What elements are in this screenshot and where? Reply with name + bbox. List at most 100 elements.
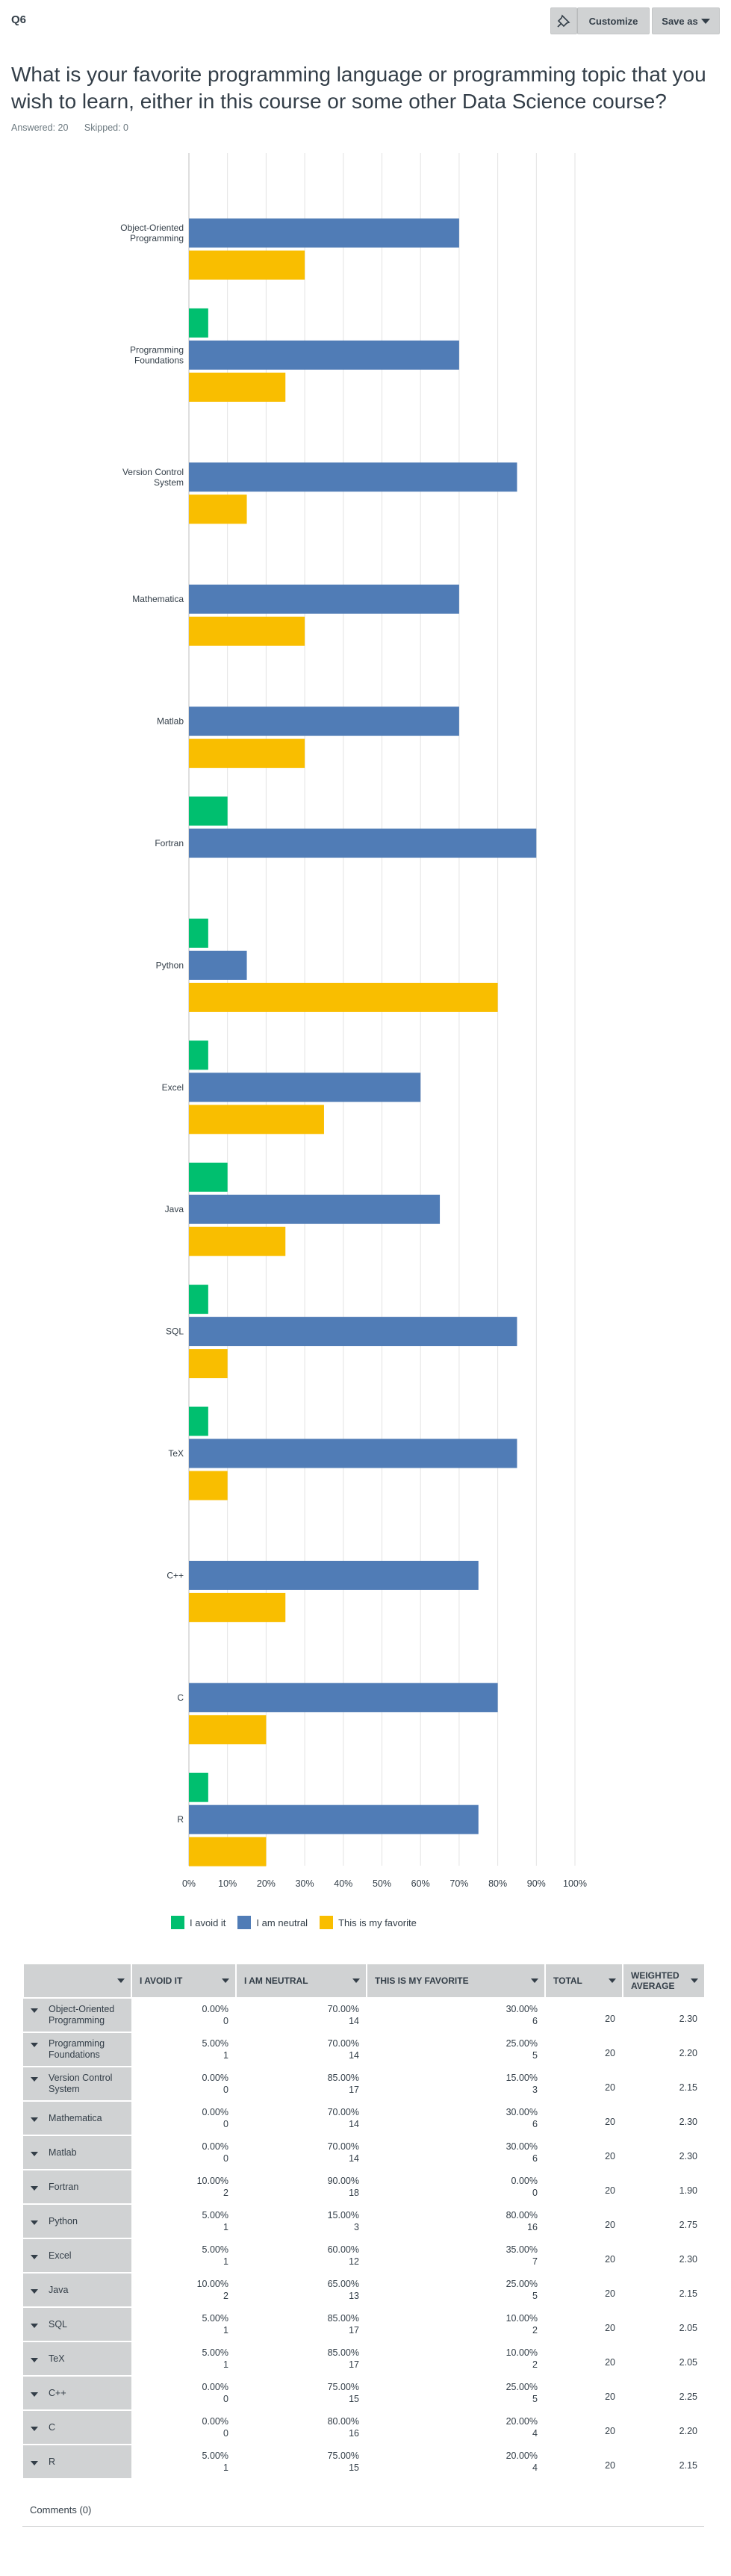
expand-icon[interactable] <box>31 2357 38 2362</box>
table-cell: 0.00% 0 <box>131 2135 236 2170</box>
bar-avoid[interactable] <box>189 918 208 948</box>
column-header[interactable]: WEIGHTED AVERAGE <box>622 1963 706 1999</box>
table-row: SQL 5.00% 1 85.00% 17 10.00% 2 20 2.05 <box>23 2306 705 2342</box>
column-header-label: TOTAL <box>553 1976 582 1986</box>
save-as-button[interactable]: Save as <box>652 7 720 34</box>
cell-percent: 35.00% <box>506 2244 538 2255</box>
cell-count: 1 <box>223 2462 228 2473</box>
row-header[interactable]: Fortran <box>23 2169 131 2205</box>
table-cell: 0.00% 0 <box>131 2409 236 2445</box>
column-header[interactable] <box>22 1963 132 1999</box>
row-label: Fortran <box>49 2181 79 2192</box>
category-label: Mathematica <box>132 594 184 604</box>
sort-icon[interactable] <box>691 1978 698 1983</box>
legend-item[interactable]: I avoid it <box>171 1916 225 1929</box>
table-cell: 75.00% 15 <box>236 2375 367 2411</box>
column-header[interactable]: I AVOID IT <box>131 1963 237 1999</box>
expand-icon[interactable] <box>31 2220 38 2225</box>
expand-icon[interactable] <box>31 2008 38 2013</box>
expand-icon[interactable] <box>31 2151 38 2156</box>
bar-neutral[interactable] <box>189 707 459 736</box>
bar-neutral[interactable] <box>189 584 459 614</box>
expand-icon[interactable] <box>31 2117 38 2122</box>
sort-icon[interactable] <box>117 1978 125 1983</box>
row-header[interactable]: TeX <box>23 2341 131 2377</box>
bar-neutral[interactable] <box>189 340 459 370</box>
bar-favorite[interactable] <box>189 982 498 1012</box>
cell-percent: 70.00% <box>327 2107 359 2117</box>
bar-avoid[interactable] <box>189 796 228 826</box>
expand-icon[interactable] <box>31 2392 38 2397</box>
save-as-label: Save as <box>662 15 698 27</box>
pin-button[interactable] <box>550 7 577 34</box>
sort-icon[interactable] <box>352 1978 360 1983</box>
cell-count: 0 <box>223 2428 228 2439</box>
bar-neutral[interactable] <box>189 828 537 858</box>
bar-favorite[interactable] <box>189 372 286 402</box>
bar-favorite[interactable] <box>189 616 305 646</box>
bar-neutral[interactable] <box>189 1683 498 1713</box>
column-header[interactable]: THIS IS MY FAVORITE <box>366 1963 546 1999</box>
bar-favorite[interactable] <box>189 739 305 769</box>
cell-percent: 90.00% <box>327 2176 359 2186</box>
row-label: C <box>49 2421 56 2433</box>
expand-icon[interactable] <box>31 2185 38 2191</box>
bar-avoid[interactable] <box>189 308 208 338</box>
bar-favorite[interactable] <box>189 1837 267 1866</box>
bar-avoid[interactable] <box>189 1285 208 1315</box>
bar-favorite[interactable] <box>189 494 247 524</box>
expand-icon[interactable] <box>31 2460 38 2465</box>
bar-neutral[interactable] <box>189 218 459 248</box>
row-header[interactable]: C <box>23 2409 131 2445</box>
bar-favorite[interactable] <box>189 1715 267 1745</box>
row-header[interactable]: SQL <box>23 2306 131 2342</box>
table-row: TeX 5.00% 1 85.00% 17 10.00% 2 20 2.05 <box>23 2341 705 2377</box>
bar-favorite[interactable] <box>189 1471 228 1500</box>
bar-neutral[interactable] <box>189 1560 479 1590</box>
row-header[interactable]: Java <box>23 2272 131 2308</box>
row-header[interactable]: Python <box>23 2203 131 2239</box>
bar-neutral[interactable] <box>189 1804 479 1834</box>
bar-neutral[interactable] <box>189 1073 421 1102</box>
bar-neutral[interactable] <box>189 1438 517 1468</box>
bar-avoid[interactable] <box>189 1406 208 1436</box>
customize-button[interactable]: Customize <box>577 7 650 34</box>
sort-icon[interactable] <box>609 1978 616 1983</box>
expand-icon[interactable] <box>31 2043 38 2047</box>
comments-link[interactable]: Comments (0) <box>30 2504 92 2516</box>
expand-icon[interactable] <box>31 2077 38 2082</box>
bar-neutral[interactable] <box>189 1317 517 1347</box>
legend-item[interactable]: I am neutral <box>237 1916 308 1929</box>
bar-favorite[interactable] <box>189 1105 324 1135</box>
sort-icon[interactable] <box>222 1978 229 1983</box>
bar-neutral[interactable] <box>189 462 517 492</box>
row-header[interactable]: Mathematica <box>23 2100 131 2136</box>
expand-icon[interactable] <box>31 2323 38 2328</box>
bar-favorite[interactable] <box>189 1349 228 1379</box>
bar-avoid[interactable] <box>189 1162 228 1192</box>
expand-icon[interactable] <box>31 2426 38 2431</box>
bar-avoid[interactable] <box>189 1040 208 1070</box>
bar-favorite[interactable] <box>189 250 305 280</box>
table-cell: 35.00% 7 <box>367 2238 545 2274</box>
expand-icon[interactable] <box>31 2288 38 2294</box>
bar-neutral[interactable] <box>189 950 247 980</box>
row-header[interactable]: Programming Foundations <box>23 2032 131 2067</box>
bar-avoid[interactable] <box>189 1772 208 1802</box>
expand-icon[interactable] <box>31 2254 38 2259</box>
bar-favorite[interactable] <box>189 1226 286 1256</box>
bar-favorite[interactable] <box>189 1592 286 1622</box>
row-header[interactable]: Excel <box>23 2238 131 2274</box>
row-header[interactable]: R <box>23 2444 131 2480</box>
row-header[interactable]: Object-Oriented Programming <box>23 1997 131 2033</box>
cell-percent: 25.00% <box>506 2038 538 2049</box>
sort-icon[interactable] <box>531 1978 538 1983</box>
bar-neutral[interactable] <box>189 1194 441 1224</box>
column-header[interactable]: TOTAL <box>544 1963 623 1999</box>
row-header[interactable]: Version Control System <box>23 2066 131 2102</box>
legend-item[interactable]: This is my favorite <box>320 1916 417 1929</box>
row-header[interactable]: Matlab <box>23 2135 131 2170</box>
column-header[interactable]: I AM NEUTRAL <box>235 1963 367 1999</box>
row-header[interactable]: C++ <box>23 2375 131 2411</box>
table-cell: 5.00% 1 <box>131 2032 236 2067</box>
